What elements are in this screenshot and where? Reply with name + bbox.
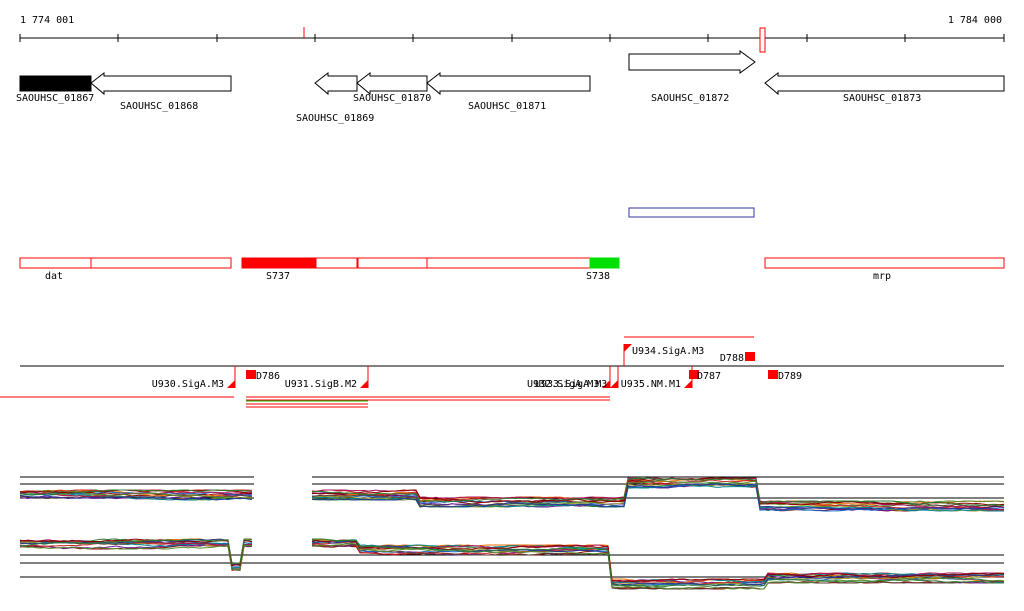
segment-label-mrp: mrp [873, 271, 891, 282]
segment-block-mrp[interactable] [764, 257, 1005, 269]
feature-label-d789: D789 [778, 371, 802, 382]
feature-track: D786 D787 D788 D789 U930.SigA.M3 U931.Si… [0, 336, 1004, 408]
promoter-marker[interactable] [610, 380, 618, 388]
expression-track-bottom [19, 538, 1005, 590]
terminator-d789[interactable] [768, 370, 778, 379]
highlight-region[interactable] [628, 207, 755, 218]
gene-saouhsc-01871[interactable]: SAOUHSC_01871 [426, 71, 591, 112]
gene-arrow[interactable] [90, 71, 232, 96]
segment-block[interactable] [357, 257, 428, 269]
gene-label: SAOUHSC_01868 [120, 101, 198, 112]
terminator-d786[interactable] [246, 370, 256, 379]
feature-label-d787: D787 [697, 371, 721, 382]
feature-label-u935: U935.NM.M1 [621, 379, 681, 390]
segment-block[interactable] [19, 257, 92, 269]
segment-label-s738: S738 [586, 271, 610, 282]
expression-profile-line [19, 538, 1004, 588]
ruler-end-label: 1 784 000 [948, 15, 1002, 26]
track-gap [254, 470, 312, 520]
segment-block[interactable] [315, 257, 358, 269]
segment-block-s737[interactable] [241, 257, 317, 269]
segment-label-s737: S737 [266, 271, 290, 282]
ruler-start-label: 1 774 001 [20, 15, 74, 26]
feature-label-u932: U932.SigA.M3 [527, 379, 599, 390]
promoter-marker[interactable] [684, 380, 692, 388]
segment-block[interactable] [90, 257, 232, 269]
gene-label: SAOUHSC_01872 [651, 93, 729, 104]
gene-label: SAOUHSC_01869 [296, 113, 374, 124]
promoter-marker[interactable] [227, 380, 235, 388]
gene-arrow[interactable] [314, 71, 358, 96]
gene-arrow[interactable] [19, 75, 92, 92]
gene-arrow[interactable] [628, 50, 756, 74]
gene-track: SAOUHSC_01867 SAOUHSC_01868 SAOUHSC_0186… [16, 50, 1005, 124]
expression-profiles [19, 477, 1005, 512]
feature-label-u933: U933.SigA.M3 [535, 379, 607, 390]
gene-saouhsc-01872[interactable]: SAOUHSC_01872 [628, 50, 756, 104]
promoter-marker[interactable] [624, 344, 632, 352]
ruler-position-marker[interactable] [759, 27, 766, 53]
segment-block[interactable] [426, 257, 591, 269]
gene-arrow[interactable] [356, 71, 428, 96]
feature-label-d786: D786 [256, 371, 280, 382]
ruler-ticks [19, 34, 1005, 42]
gene-label: SAOUHSC_01871 [468, 101, 546, 112]
gene-arrow[interactable] [764, 71, 1005, 96]
terminator-d788[interactable] [745, 352, 755, 361]
expression-profile-line [19, 483, 1005, 510]
gene-label: SAOUHSC_01867 [16, 93, 94, 104]
feature-label-u934: U934.SigA.M3 [632, 346, 704, 357]
promoter-marker[interactable] [602, 380, 610, 388]
feature-label-u931: U931.SigB.M2 [285, 379, 357, 390]
segment-block-s738[interactable] [589, 257, 620, 269]
gene-saouhsc-01873[interactable]: SAOUHSC_01873 [764, 71, 1005, 104]
gene-saouhsc-01870[interactable]: SAOUHSC_01870 [353, 71, 431, 104]
gene-label: SAOUHSC_01870 [353, 93, 431, 104]
segment-track: dat S737 S738 mrp [19, 257, 1005, 282]
gene-saouhsc-01868[interactable]: SAOUHSC_01868 [90, 71, 232, 112]
terminator-d787[interactable] [689, 370, 699, 379]
gene-label: SAOUHSC_01873 [843, 93, 921, 104]
gene-saouhsc-01867[interactable]: SAOUHSC_01867 [16, 75, 94, 104]
promoter-marker[interactable] [360, 380, 368, 388]
expression-profile-line [19, 477, 1005, 507]
gene-arrow[interactable] [426, 71, 591, 96]
segment-label-dat: dat [45, 271, 63, 282]
coordinate-ruler: 1 774 001 1 784 000 [19, 15, 1005, 53]
expression-profiles [19, 538, 1005, 590]
feature-label-d788: D788 [720, 353, 744, 364]
feature-label-u930: U930.SigA.M3 [152, 379, 224, 390]
expression-profile-line [19, 542, 1005, 590]
expression-track-top [19, 470, 1005, 520]
